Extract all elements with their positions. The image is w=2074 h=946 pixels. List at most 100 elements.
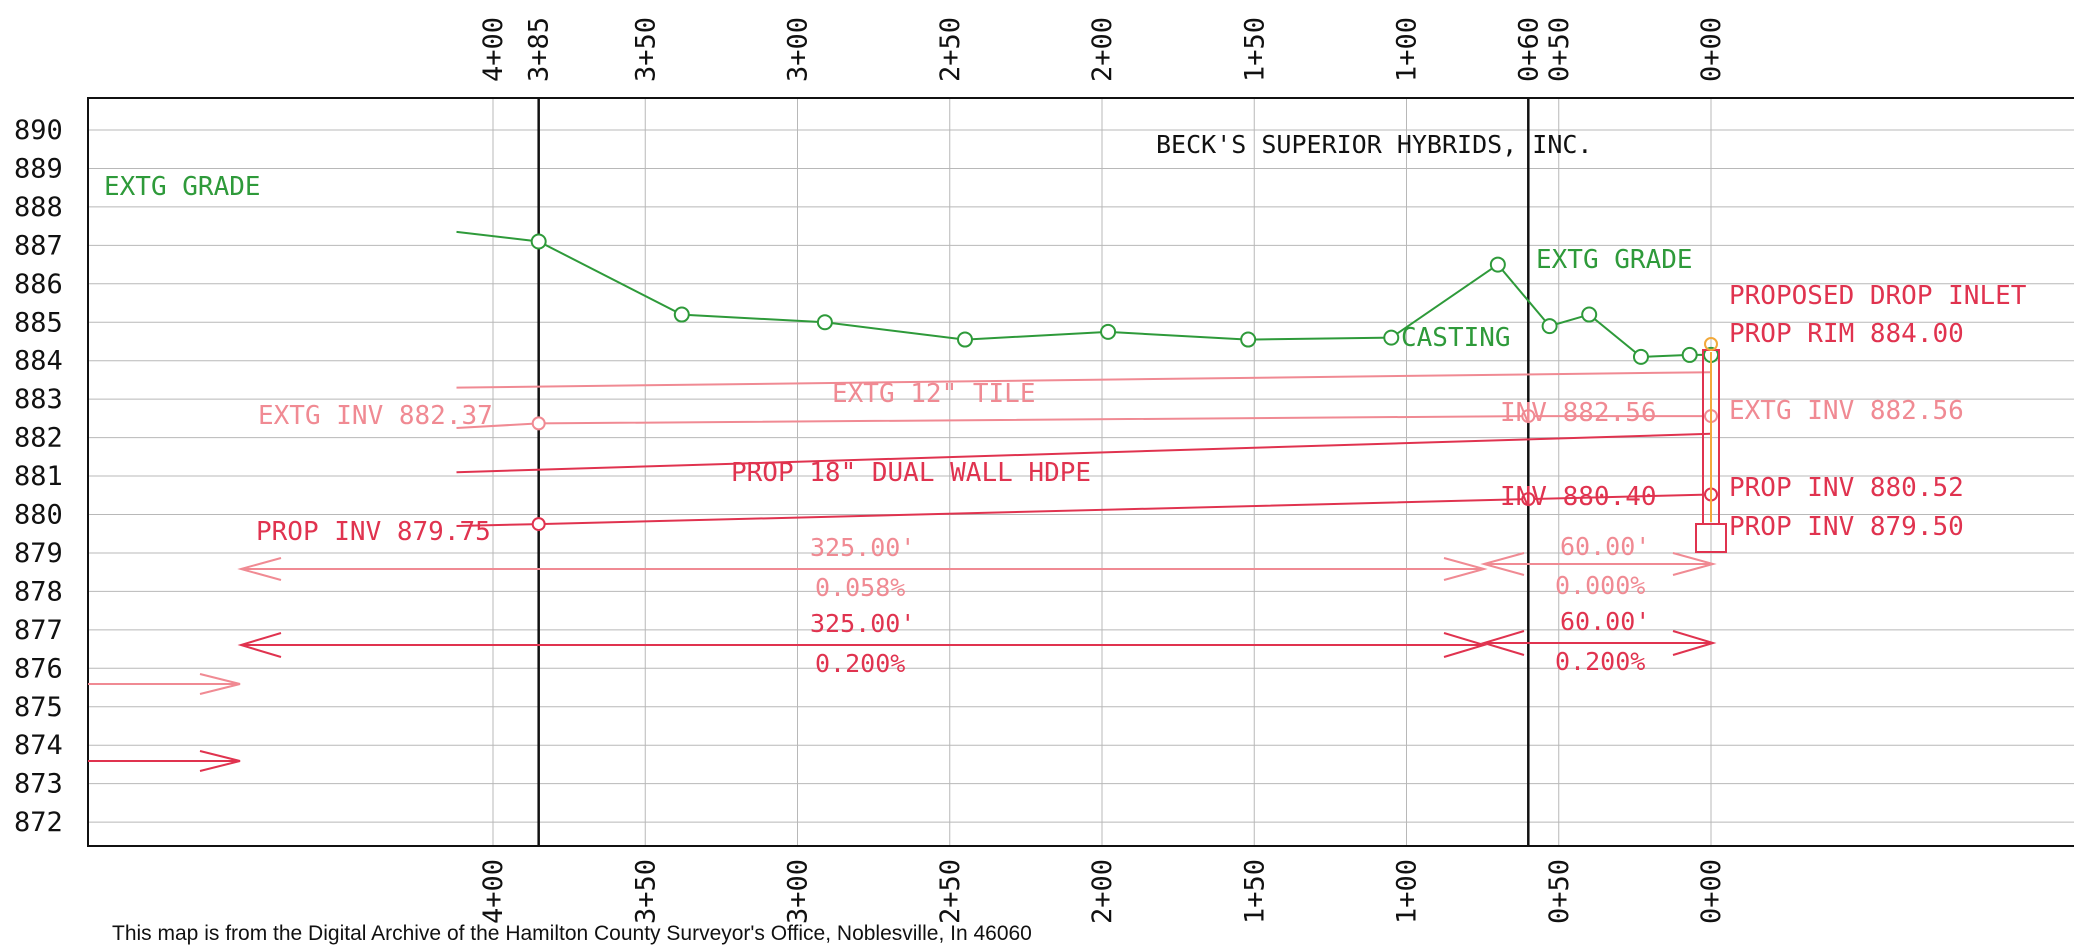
invert-point [531,416,546,431]
rim-marker [1704,337,1718,351]
station-label: 3+00 [783,17,814,82]
station-label: 3+50 [630,859,661,924]
inlet-sump [1695,523,1727,553]
label-prop-18-pipe: PROP 18" DUAL WALL HDPE [731,458,1091,488]
station-label: 1+50 [1239,859,1270,924]
existing-tile-top-line [456,371,1712,389]
grade-shot-point [1100,323,1117,340]
drop-inlet-structure [1695,337,1727,553]
label-inv-882-56: INV 882.56 [1500,398,1657,428]
drawing-title: BECK'S SUPERIOR HYBRIDS, INC. [1156,130,1593,159]
station-label: 1+00 [1392,17,1423,82]
label-prop-rim: PROP RIM 884.00 [1729,319,1964,349]
invert-point [1521,492,1536,507]
station-label: 3+50 [630,17,661,82]
plot-frame [87,97,2074,847]
dim-extg-slope-short: 0.000% [1555,571,1645,600]
grade-shot-point [673,306,690,323]
dimension-lines [88,552,1717,772]
station-label: 2+50 [935,17,966,82]
dim-arrow [1443,557,1488,581]
station-label: 0+00 [1696,17,1727,82]
label-extg-inv-left: EXTG INV 882.37 [258,401,493,431]
elevation-label: 878 [14,576,63,607]
station-label: 4+00 [478,17,509,82]
elevation-label: 880 [14,500,63,531]
label-casting: CASTING [1401,323,1511,353]
grade-shot-point [1541,318,1558,335]
elevation-label: 887 [14,230,63,261]
elevation-label: 889 [14,153,63,184]
station-label: 3+85 [524,17,555,82]
station-label: 2+00 [1087,17,1118,82]
existing-tile-invert-line [456,415,1711,429]
profile-markers [530,233,1719,532]
dim-extg-len-short: 60.00' [1560,532,1650,561]
station-label: 0+50 [1544,859,1575,924]
label-extg-grade-right: EXTG GRADE [1536,245,1693,275]
dim-arrow [199,673,241,695]
invert-point [531,517,546,532]
label-extg-12-tile: EXTG 12" TILE [832,379,1036,409]
station-label: 1+00 [1392,859,1423,924]
grid-lines [88,98,2074,846]
elevation-label: 875 [14,692,63,723]
label-extg-grade-left: EXTG GRADE [104,172,261,202]
grade-shot-point [1383,329,1400,346]
elevation-label: 890 [14,115,63,146]
elevation-label: 881 [14,461,63,492]
dim-prop-len-main: 325.00' [810,609,915,638]
station-label: 0+00 [1696,859,1727,924]
elevation-axis: 890 889 888 887 886 885 884 883 882 881 880 879 878 8… [14,115,63,838]
grade-shot-point [1581,306,1598,323]
dim-prop-len-short: 60.00' [1560,607,1650,636]
elevation-label: 879 [14,538,63,569]
invert-point [1521,409,1536,424]
label-prop-inv-880-52: PROP INV 880.52 [1729,473,1964,503]
elevation-label: 884 [14,346,63,377]
elevation-label: 873 [14,769,63,800]
elevation-label: 876 [14,653,63,684]
elevation-label: 877 [14,615,63,646]
proposed-pipe-top-line [456,432,1712,474]
dim-arrow [1672,630,1717,656]
dim-extg-len-main: 325.00' [810,533,915,562]
dim-arrow [1443,632,1488,658]
dim-arrow [199,750,241,772]
grade-shot-point [1489,256,1506,273]
station-label: 3+00 [783,859,814,924]
grade-shot-point [1240,331,1257,348]
dim-extg-slope-main: 0.058% [815,573,905,602]
station-axis-bottom: 4+00 3+50 3+00 2+50 2+00 1+50 1+00 0+50 0+00 [478,859,1727,924]
elevation-label: 874 [14,730,63,761]
footer-source-note: This map is from the Digital Archive of … [112,922,1032,945]
station-label: 1+50 [1239,17,1270,82]
dim-arrow [1672,552,1717,576]
label-proposed-drop-inlet: PROPOSED DROP INLET [1729,281,2027,311]
label-prop-inv-879-50: PROP INV 879.50 [1729,512,1964,542]
profile-lines [456,230,1712,527]
station-label: 0+50 [1544,17,1575,82]
elevation-label: 888 [14,192,63,223]
station-label: 2+50 [935,859,966,924]
elevation-label: 885 [14,307,63,338]
grade-shot-point [530,233,547,250]
existing-grade-line [456,230,1711,358]
label-inv-880-40: INV 880.40 [1500,482,1657,512]
label-extg-inv-right: EXTG INV 882.56 [1729,396,1964,426]
dim-arrow [1480,552,1525,576]
dim-prop-slope-main: 0.200% [815,649,905,678]
station-label: 0+60 [1513,17,1544,82]
grade-shot-point [816,314,833,331]
elevation-label: 886 [14,269,63,300]
label-prop-inv-879-75: PROP INV 879.75 [256,517,491,547]
station-label: 2+00 [1087,859,1118,924]
station-label: 4+00 [478,859,509,924]
dim-arrow [237,557,282,581]
dim-arrow [1480,630,1525,656]
grade-shot-point [1681,346,1698,363]
elevation-label: 882 [14,423,63,454]
elevation-label: 872 [14,807,63,838]
proposed-pipe-invert-line [456,493,1712,527]
